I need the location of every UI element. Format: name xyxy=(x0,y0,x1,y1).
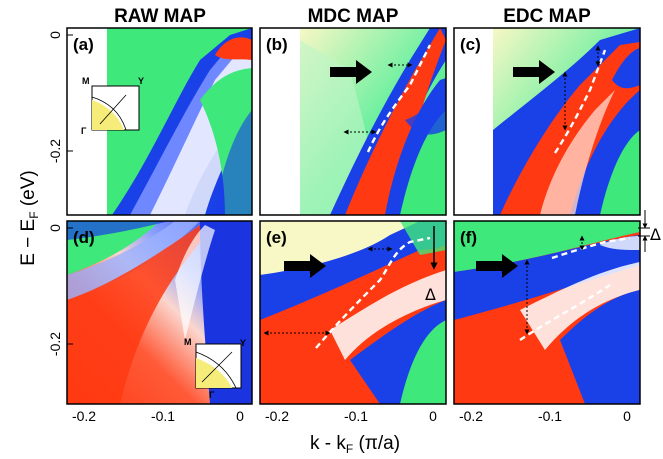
x-axis-a: -0.2 -0.1 0 xyxy=(72,408,244,424)
y-tick-label: -0.2 xyxy=(47,139,63,163)
arrow-right-icon xyxy=(513,60,555,84)
panel-label-b: (b) xyxy=(266,35,288,54)
x-tick-label: -0.1 xyxy=(344,408,368,424)
arrow-right-icon xyxy=(330,60,372,84)
panel-label-c: (c) xyxy=(460,35,481,54)
x-tick-label: -0.2 xyxy=(265,408,289,424)
dispersion-dashed-line xyxy=(315,236,431,349)
y-axis-top: 0 -0.2 xyxy=(47,31,73,163)
x-tick-label: -0.2 xyxy=(72,408,96,424)
brillouin-zone-inset-bottom: M Y Γ xyxy=(184,337,246,400)
panel-label-f: (f) xyxy=(460,228,477,247)
dispersion-dashed-line xyxy=(519,284,611,341)
x-axis-label: k - kF (π/a) xyxy=(310,433,400,456)
column-title-mdc: MDC MAP xyxy=(308,6,399,27)
inset-label-y: Y xyxy=(240,338,246,348)
panel-c xyxy=(454,28,640,215)
panel-a xyxy=(67,28,252,215)
y-axis-label: E − EF (eV) xyxy=(18,170,41,266)
panel-f xyxy=(454,221,640,404)
inset-label-gamma: Γ xyxy=(209,390,215,400)
arrow-right-icon xyxy=(476,254,518,278)
column-title-raw: RAW MAP xyxy=(114,6,206,27)
x-tick-label: 0 xyxy=(623,408,631,424)
panel-label-e: (e) xyxy=(266,228,287,247)
x-tick-label: 0 xyxy=(236,408,244,424)
dispersion-dashed-line xyxy=(366,44,432,153)
y-tick-label: 0 xyxy=(47,31,63,39)
x-axis-c: -0.2 -0.1 0 xyxy=(459,408,631,424)
y-tick-label: 0 xyxy=(47,224,63,232)
brillouin-zone-inset-top: M Y Γ xyxy=(81,76,144,136)
y-axis-bottom: 0 -0.2 xyxy=(47,224,73,356)
x-tick-label: 0 xyxy=(429,408,437,424)
inset-label-m: M xyxy=(82,76,90,86)
arrow-right-icon xyxy=(284,254,326,278)
inset-label-m: M xyxy=(184,337,192,347)
dispersion-dashed-line xyxy=(553,49,607,154)
x-axis-b: -0.2 -0.1 0 xyxy=(265,408,437,424)
y-tick-label: -0.2 xyxy=(47,332,63,356)
gap-label-f: Δ xyxy=(650,225,661,244)
gap-label-e: Δ xyxy=(425,285,436,304)
inset-label-y: Y xyxy=(138,76,144,86)
panel-e xyxy=(260,221,446,404)
inset-label-gamma: Γ xyxy=(81,126,87,136)
x-tick-label: -0.1 xyxy=(151,408,175,424)
column-title-edc: EDC MAP xyxy=(503,6,591,27)
x-tick-label: -0.2 xyxy=(459,408,483,424)
panel-label-d: (d) xyxy=(73,228,95,247)
panel-label-a: (a) xyxy=(73,35,94,54)
panel-b xyxy=(260,28,446,215)
x-tick-label: -0.1 xyxy=(538,408,562,424)
